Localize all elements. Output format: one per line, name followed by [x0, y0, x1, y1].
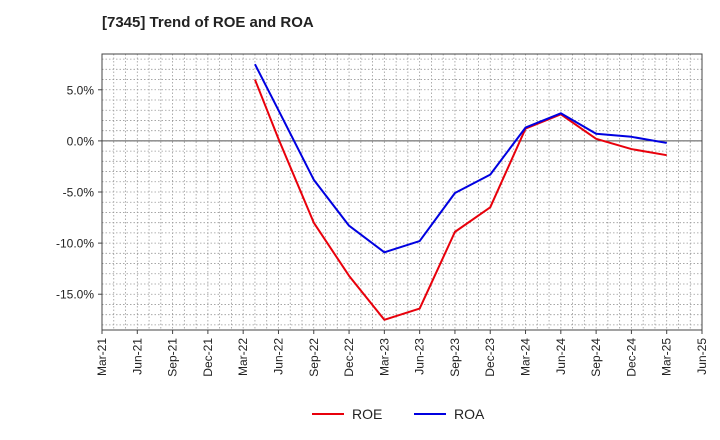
plot-area — [102, 54, 702, 330]
x-tick-label: Sep-22 — [307, 338, 321, 377]
y-tick-label: -10.0% — [56, 237, 94, 251]
x-tick-label: Mar-25 — [660, 338, 674, 376]
chart-title: [7345] Trend of ROE and ROA — [102, 14, 314, 31]
y-tick-label: -5.0% — [63, 186, 95, 200]
legend-label-roe: ROE — [352, 406, 382, 422]
x-tick-label: Dec-21 — [201, 338, 215, 377]
x-tick-label: Jun-21 — [130, 338, 144, 375]
y-tick-label: -15.0% — [56, 288, 94, 302]
y-tick-label: 5.0% — [67, 83, 95, 97]
y-tick-label: 0.0% — [67, 134, 95, 148]
x-tick-label: Sep-24 — [589, 338, 603, 377]
series-line-roa — [254, 63, 667, 254]
x-tick-label: Dec-24 — [624, 338, 638, 377]
x-tick-label: Jun-25 — [695, 338, 709, 375]
x-tick-label: Mar-24 — [519, 338, 533, 376]
x-tick-label: Dec-23 — [483, 338, 497, 377]
x-tick-label: Sep-23 — [448, 338, 462, 377]
x-tick-label: Sep-21 — [166, 338, 180, 377]
x-tick-label: Jun-23 — [413, 338, 427, 375]
x-tick-label: Mar-23 — [377, 338, 391, 376]
x-tick-label: Dec-22 — [342, 338, 356, 377]
x-tick-label: Mar-21 — [95, 338, 109, 376]
x-tick-label: Jun-22 — [271, 338, 285, 375]
series-line-roe — [254, 79, 667, 321]
x-tick-label: Mar-22 — [236, 338, 250, 376]
legend-label-roa: ROA — [454, 406, 485, 422]
x-tick-label: Jun-24 — [554, 338, 568, 375]
